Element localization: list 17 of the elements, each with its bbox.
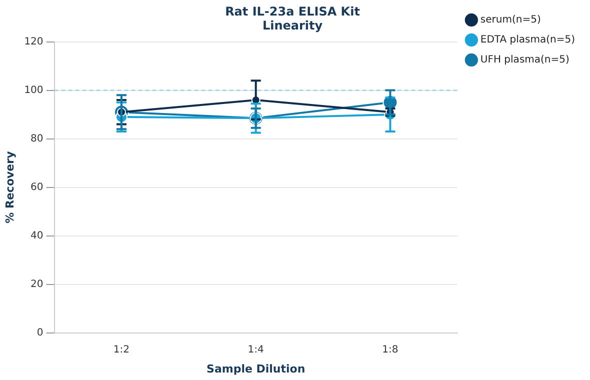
chart-subtitle: Linearity bbox=[262, 18, 323, 33]
y-tick-label: 100 bbox=[24, 84, 44, 96]
x-tick-label: 1:8 bbox=[382, 344, 398, 356]
x-tick-label: 1:2 bbox=[113, 344, 130, 356]
y-tick-label: 120 bbox=[24, 36, 44, 48]
x-tick-label: 1:4 bbox=[248, 344, 264, 356]
chart-title: Rat IL-23a ELISA Kit bbox=[225, 4, 360, 18]
legend-label: UFH plasma(n=5) bbox=[480, 54, 570, 66]
y-axis-title: % Recovery bbox=[3, 151, 16, 224]
legend-label: EDTA plasma(n=5) bbox=[480, 34, 576, 46]
x-axis-title: Sample Dilution bbox=[206, 362, 306, 376]
y-tick-label: 60 bbox=[30, 182, 44, 193]
y-tick-label: 0 bbox=[36, 327, 44, 338]
y-tick-label: 20 bbox=[30, 278, 44, 290]
legend-label: serum(n=5) bbox=[480, 14, 541, 26]
y-tick-label: 40 bbox=[30, 230, 44, 242]
y-tick-label: 80 bbox=[30, 133, 44, 144]
